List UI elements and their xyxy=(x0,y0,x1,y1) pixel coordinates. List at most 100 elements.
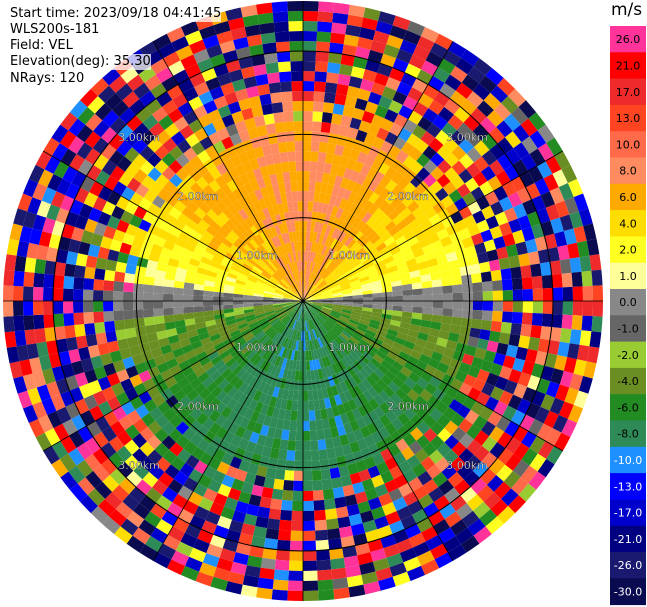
velocity-gate xyxy=(240,220,251,232)
velocity-gate xyxy=(293,272,298,282)
velocity-gate xyxy=(222,382,234,395)
velocity-gate xyxy=(552,414,568,433)
velocity-gate xyxy=(157,400,171,415)
velocity-gate xyxy=(521,153,537,171)
velocity-gate xyxy=(153,315,165,325)
azimuth-spoke xyxy=(152,300,304,562)
velocity-gate xyxy=(380,470,394,484)
velocity-gate xyxy=(116,369,130,383)
velocity-gate xyxy=(278,335,285,346)
velocity-gate xyxy=(288,20,303,32)
colorbar: 26.021.017.013.010.08.06.04.02.01.00.0-1… xyxy=(610,26,646,606)
velocity-gate xyxy=(409,241,422,253)
velocity-gate xyxy=(214,187,227,200)
velocity-gate xyxy=(473,58,492,76)
velocity-gate xyxy=(370,280,382,287)
velocity-gate xyxy=(244,311,255,317)
velocity-gate xyxy=(378,246,390,256)
velocity-gate xyxy=(288,161,297,172)
velocity-gate xyxy=(325,274,335,283)
colorbar-swatch xyxy=(610,210,646,237)
velocity-gate xyxy=(240,345,251,355)
velocity-gate xyxy=(173,470,189,486)
velocity-gate xyxy=(196,399,210,413)
velocity-gate xyxy=(303,301,311,309)
velocity-gate xyxy=(386,34,404,49)
velocity-gate xyxy=(94,103,113,121)
velocity-gate xyxy=(270,249,278,260)
velocity-gate xyxy=(346,179,356,192)
velocity-gate xyxy=(306,320,310,331)
velocity-gate xyxy=(410,174,424,188)
velocity-gate xyxy=(448,189,463,203)
velocity-gate xyxy=(497,506,516,524)
velocity-gate xyxy=(322,102,335,114)
velocity-gate xyxy=(500,488,519,507)
velocity-gate xyxy=(234,120,248,133)
velocity-gate xyxy=(275,172,285,184)
velocity-gate xyxy=(284,276,292,286)
velocity-gate xyxy=(346,431,357,444)
velocity-gate xyxy=(408,371,421,384)
velocity-gate xyxy=(489,426,505,443)
velocity-gate xyxy=(86,421,102,438)
velocity-gate xyxy=(294,141,303,152)
velocity-gate xyxy=(244,373,254,385)
velocity-gate xyxy=(436,173,451,188)
velocity-gate xyxy=(549,187,565,205)
velocity-gate xyxy=(334,175,344,187)
velocity-gate xyxy=(13,208,28,226)
velocity-gate xyxy=(269,416,279,429)
velocity-gate xyxy=(335,271,345,280)
velocity-gate xyxy=(395,235,407,246)
velocity-gate xyxy=(236,223,247,235)
velocity-gate xyxy=(303,294,311,301)
velocity-gate xyxy=(168,60,185,76)
velocity-gate xyxy=(239,173,251,186)
velocity-gate xyxy=(268,316,278,323)
velocity-gate xyxy=(435,130,451,145)
velocity-gate xyxy=(32,183,48,201)
velocity-gate xyxy=(483,491,501,510)
velocity-gate xyxy=(246,85,260,99)
velocity-gate xyxy=(403,407,417,420)
velocity-gate xyxy=(336,186,346,199)
velocity-gate xyxy=(336,424,347,437)
velocity-gate xyxy=(290,71,303,82)
velocity-gate xyxy=(147,420,162,435)
velocity-gate xyxy=(372,301,383,306)
velocity-gate xyxy=(436,337,448,348)
velocity-gate xyxy=(335,383,344,395)
velocity-gate xyxy=(304,261,308,272)
velocity-gate xyxy=(529,148,546,166)
velocity-gate xyxy=(502,290,513,301)
velocity-gate xyxy=(271,183,281,195)
velocity-gate xyxy=(268,508,282,520)
velocity-gate xyxy=(36,384,51,402)
velocity-gate xyxy=(385,179,398,193)
velocity-gate xyxy=(119,477,136,495)
velocity-gate xyxy=(381,282,392,289)
velocity-gate xyxy=(366,326,378,334)
velocity-gate xyxy=(466,424,481,440)
velocity-gate xyxy=(262,218,271,230)
velocity-gate xyxy=(231,110,245,124)
velocity-gate xyxy=(252,328,263,337)
velocity-gate xyxy=(319,311,329,318)
velocity-gate xyxy=(532,288,543,301)
velocity-gate xyxy=(145,535,163,553)
velocity-gate xyxy=(288,308,297,316)
velocity-gate xyxy=(438,262,450,272)
velocity-gate xyxy=(154,428,169,443)
velocity-gate xyxy=(173,287,184,295)
velocity-gate xyxy=(163,307,174,316)
velocity-gate xyxy=(94,481,113,499)
velocity-gate xyxy=(277,284,287,291)
velocity-gate xyxy=(464,245,477,257)
velocity-gate xyxy=(418,267,431,277)
velocity-gate xyxy=(357,208,368,221)
velocity-gate xyxy=(312,329,318,340)
velocity-gate xyxy=(4,331,17,348)
velocity-gate xyxy=(202,34,220,49)
velocity-gate xyxy=(269,396,278,408)
